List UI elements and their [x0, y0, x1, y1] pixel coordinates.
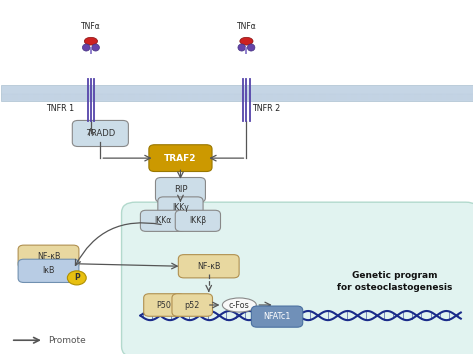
Text: TNFR 2: TNFR 2 [252, 104, 280, 113]
Text: IKKγ: IKKγ [172, 203, 189, 212]
Ellipse shape [247, 44, 255, 51]
FancyBboxPatch shape [175, 210, 220, 231]
FancyBboxPatch shape [149, 145, 212, 171]
FancyBboxPatch shape [73, 120, 128, 147]
Text: IKKα: IKKα [155, 216, 172, 225]
FancyBboxPatch shape [178, 255, 239, 278]
Text: p52: p52 [184, 300, 200, 310]
FancyBboxPatch shape [158, 197, 203, 218]
Ellipse shape [82, 44, 90, 51]
FancyBboxPatch shape [18, 245, 79, 268]
FancyBboxPatch shape [155, 178, 205, 202]
Text: P: P [74, 273, 80, 282]
Text: NF-κB: NF-κB [37, 252, 60, 261]
Circle shape [67, 271, 86, 285]
Ellipse shape [240, 37, 253, 45]
FancyBboxPatch shape [1, 84, 473, 102]
Text: NFATc1: NFATc1 [264, 312, 291, 321]
Text: TRAF2: TRAF2 [164, 154, 197, 163]
Ellipse shape [238, 44, 246, 51]
FancyBboxPatch shape [172, 294, 212, 316]
Text: IKKβ: IKKβ [189, 216, 207, 225]
Text: IκB: IκB [42, 266, 55, 275]
FancyBboxPatch shape [18, 259, 79, 283]
Text: NF-κB: NF-κB [197, 262, 220, 271]
Text: TNFR 1: TNFR 1 [46, 104, 74, 113]
Text: TNFα: TNFα [237, 22, 256, 31]
Ellipse shape [92, 44, 100, 51]
Ellipse shape [84, 37, 98, 45]
Text: Promote: Promote [48, 336, 86, 345]
Text: RIP: RIP [173, 185, 187, 194]
Text: TRADD: TRADD [86, 129, 115, 138]
Text: P50: P50 [156, 300, 172, 310]
Text: TNFα: TNFα [81, 22, 101, 31]
Text: c-Fos: c-Fos [229, 300, 250, 310]
FancyBboxPatch shape [121, 202, 474, 355]
FancyBboxPatch shape [251, 306, 303, 327]
FancyBboxPatch shape [140, 210, 186, 231]
Ellipse shape [222, 298, 256, 312]
FancyBboxPatch shape [144, 294, 184, 316]
Text: Genetic program
for osteoclastogenesis: Genetic program for osteoclastogenesis [337, 271, 453, 292]
